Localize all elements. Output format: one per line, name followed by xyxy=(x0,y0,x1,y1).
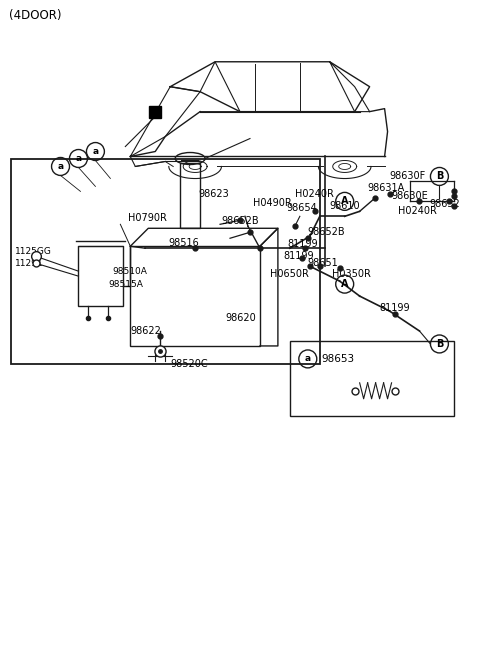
Text: H0350R: H0350R xyxy=(332,269,371,279)
Text: H0240R: H0240R xyxy=(295,190,334,199)
Bar xyxy=(11,159,320,364)
Text: 81199: 81199 xyxy=(288,239,319,249)
Text: 98630E: 98630E xyxy=(392,192,428,201)
Text: 11291: 11291 xyxy=(15,258,43,268)
Text: 98652B: 98652B xyxy=(308,227,346,237)
Text: 98623: 98623 xyxy=(198,190,229,199)
Text: B: B xyxy=(436,171,443,182)
Bar xyxy=(180,163,200,228)
Text: 98516: 98516 xyxy=(168,238,199,248)
Text: 98632: 98632 xyxy=(430,199,460,209)
Text: 81199: 81199 xyxy=(284,251,314,261)
Text: 98520C: 98520C xyxy=(170,359,208,369)
Text: 98653: 98653 xyxy=(322,354,355,364)
Text: 98510A: 98510A xyxy=(112,267,147,276)
Text: B: B xyxy=(436,339,443,349)
Text: 98620: 98620 xyxy=(225,313,256,323)
Text: a: a xyxy=(75,154,82,163)
Text: A: A xyxy=(341,279,348,289)
Bar xyxy=(290,341,455,416)
Text: a: a xyxy=(305,354,311,363)
Text: a: a xyxy=(58,162,63,171)
Text: 81199: 81199 xyxy=(380,303,410,313)
Text: 98631A: 98631A xyxy=(368,184,405,194)
Text: 98610: 98610 xyxy=(330,201,360,211)
Text: 98651: 98651 xyxy=(308,258,338,268)
Text: 98654: 98654 xyxy=(287,203,318,213)
Text: 98652B: 98652B xyxy=(221,216,259,226)
Text: 98630F: 98630F xyxy=(390,171,426,182)
Text: H0240R: H0240R xyxy=(397,207,436,216)
Text: 98515A: 98515A xyxy=(108,279,143,289)
Text: H0790R: H0790R xyxy=(128,213,167,223)
Text: H0490R: H0490R xyxy=(253,198,292,209)
Text: 1125GG: 1125GG xyxy=(15,247,51,256)
Text: a: a xyxy=(92,147,98,156)
Text: (4DOOR): (4DOOR) xyxy=(9,9,61,22)
Text: H0650R: H0650R xyxy=(270,269,309,279)
Text: A: A xyxy=(341,196,348,207)
Bar xyxy=(130,246,260,346)
Text: 98622: 98622 xyxy=(130,326,161,336)
Bar xyxy=(78,246,123,306)
